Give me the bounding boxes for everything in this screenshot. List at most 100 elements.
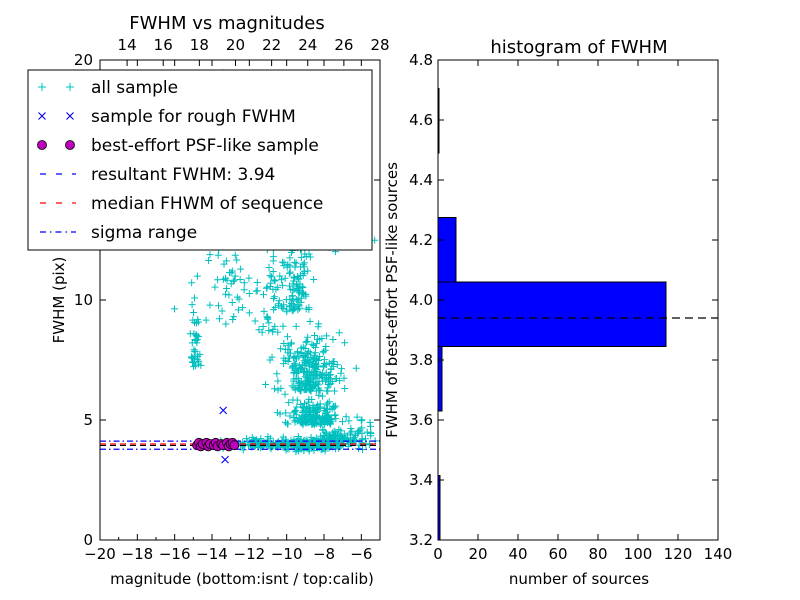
- all-sample-point: [286, 254, 294, 262]
- all-sample-point: [335, 329, 343, 337]
- all-sample-point: [320, 421, 328, 429]
- all-sample-point: [279, 304, 287, 312]
- all-sample-point: [323, 412, 331, 420]
- all-sample-point: [336, 377, 344, 385]
- all-sample-point: [339, 418, 347, 426]
- all-sample-point: [263, 436, 271, 444]
- all-sample-point: [303, 358, 311, 366]
- all-sample-point: [353, 413, 361, 421]
- all-sample-point: [290, 274, 298, 282]
- histogram-bar: [437, 281, 667, 347]
- all-sample-point: [305, 395, 313, 403]
- all-sample-point: [363, 428, 371, 436]
- all-sample-point: [219, 275, 227, 283]
- x-tick-label: −16: [159, 545, 191, 563]
- all-sample-point: [188, 279, 196, 287]
- x-tick-label: 20: [468, 545, 487, 563]
- all-sample-point: [311, 368, 319, 376]
- top-x-tick-label: 16: [154, 36, 173, 54]
- all-sample-point: [290, 286, 298, 294]
- all-sample-point: [214, 251, 222, 259]
- all-sample-point: [270, 306, 278, 314]
- all-sample-point: [305, 304, 313, 312]
- all-sample-point: [238, 304, 246, 312]
- all-sample-point: [281, 418, 289, 426]
- all-sample-point: [171, 305, 179, 313]
- all-sample-point: [313, 340, 321, 348]
- all-sample-point: [358, 436, 366, 444]
- all-sample-point: [332, 415, 340, 423]
- all-sample-point: [271, 322, 279, 330]
- all-sample-point: [190, 363, 198, 371]
- all-sample-point: [319, 417, 327, 425]
- histogram-bar: [437, 217, 457, 283]
- all-sample-point: [293, 403, 301, 411]
- x-tick-label: −20: [84, 545, 116, 563]
- all-sample-point: [285, 269, 293, 277]
- all-sample-point: [310, 332, 318, 340]
- all-sample-point: [318, 392, 326, 400]
- y-tick-label: 4.2: [409, 231, 433, 249]
- all-sample-point: [223, 276, 231, 284]
- all-sample-point: [320, 363, 328, 371]
- all-sample-point: [231, 272, 239, 280]
- all-sample-point: [299, 272, 307, 280]
- all-sample-point: [302, 367, 310, 375]
- all-sample-point: [237, 265, 245, 273]
- all-sample-point: [302, 253, 310, 261]
- all-sample-point: [300, 436, 308, 444]
- left-chart-title: FWHM vs magnitudes: [129, 13, 324, 34]
- all-sample-point: [281, 274, 289, 282]
- all-sample-point: [194, 316, 202, 324]
- all-sample-point: [306, 317, 314, 325]
- all-sample-point: [280, 340, 288, 348]
- all-sample-point: [311, 416, 319, 424]
- right-chart-title: histogram of FWHM: [490, 37, 667, 58]
- all-sample-point: [303, 338, 311, 346]
- all-sample-point: [346, 429, 354, 437]
- all-sample-point: [265, 319, 273, 327]
- all-sample-point: [315, 320, 323, 328]
- all-sample-point: [294, 306, 302, 314]
- all-sample-point: [252, 436, 260, 444]
- x-tick-label: −12: [234, 545, 266, 563]
- y-tick-label: 4.4: [409, 171, 433, 189]
- all-sample-point: [289, 295, 297, 303]
- all-sample-point: [337, 369, 345, 377]
- right-y-axis-label: FWHM of best-effort PSF-like sources: [383, 162, 401, 438]
- all-sample-point: [274, 283, 282, 291]
- all-sample-point: [329, 358, 337, 366]
- all-sample-point: [328, 405, 336, 413]
- top-x-tick-label: 28: [370, 36, 389, 54]
- all-sample-point: [278, 281, 286, 289]
- all-sample-point: [273, 409, 281, 417]
- all-sample-point: [297, 400, 305, 408]
- all-sample-point: [265, 263, 273, 271]
- all-sample-point: [323, 387, 331, 395]
- right-plot-marks: [437, 88, 718, 541]
- y-tick-label: 3.6: [409, 411, 433, 429]
- legend-marker: [65, 140, 75, 150]
- all-sample-point: [266, 356, 274, 364]
- x-tick-label: 0: [433, 545, 443, 563]
- all-sample-point: [361, 435, 369, 443]
- histogram-bar: [437, 346, 443, 412]
- all-sample-point: [295, 289, 303, 297]
- x-tick-label: 100: [624, 545, 653, 563]
- all-sample-point: [284, 341, 292, 349]
- all-sample-point: [251, 317, 259, 325]
- x-tick-label: 120: [664, 545, 693, 563]
- all-sample-point: [215, 302, 223, 310]
- all-sample-point: [294, 433, 302, 441]
- all-sample-point: [297, 253, 305, 261]
- all-sample-point: [331, 387, 339, 395]
- x-tick-label: −10: [271, 545, 303, 563]
- all-sample-point: [290, 273, 298, 281]
- all-sample-point: [293, 281, 301, 289]
- all-sample-point: [345, 417, 353, 425]
- all-sample-point: [308, 360, 316, 368]
- all-sample-point: [188, 301, 196, 309]
- all-sample-point: [320, 348, 328, 356]
- all-sample-point: [341, 339, 349, 347]
- all-sample-point: [341, 384, 349, 392]
